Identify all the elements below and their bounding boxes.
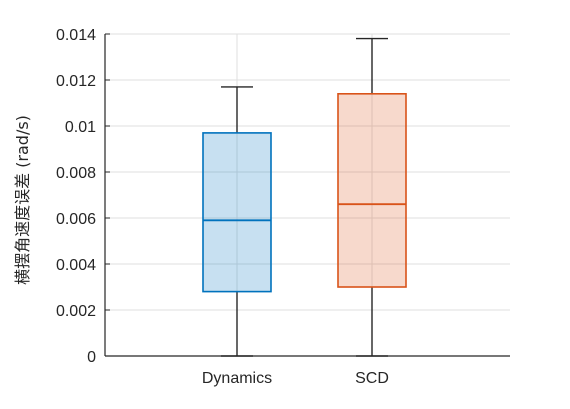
y-tick-label: 0.01: [65, 119, 96, 136]
x-tick-label: Dynamics: [202, 370, 272, 387]
y-tick-label: 0.006: [56, 211, 96, 228]
grid: [105, 33, 510, 356]
box-iqr: [337, 93, 407, 288]
y-tick-label: 0.012: [56, 73, 96, 90]
x-tick-label: SCD: [355, 370, 389, 387]
box-scd: [337, 37, 407, 357]
y-tick-label: 0: [87, 349, 96, 366]
axes: 0 0.002 0.004 0.006 0.008 0.01 0.012 0.014 Dynam…: [56, 27, 510, 387]
y-tick-label: 0.014: [56, 27, 96, 44]
y-tick-label: 0.004: [56, 257, 96, 274]
box-iqr: [202, 132, 272, 293]
y-tick-label: 0.002: [56, 303, 96, 320]
box-dynamics: [202, 86, 272, 357]
boxes: [202, 37, 407, 357]
y-axis-label: 横摆角速度误差 (rad/s): [13, 115, 32, 285]
y-tick-label: 0.008: [56, 165, 96, 182]
